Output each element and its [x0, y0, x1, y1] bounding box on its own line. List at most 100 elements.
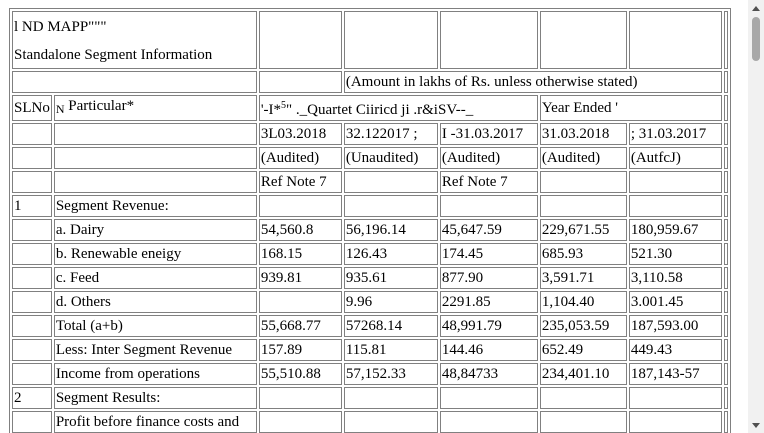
sl-no-cell: [12, 411, 52, 433]
value-cell: 174.45: [439, 243, 538, 265]
particular-cell: b. Renewable eneigy: [53, 243, 257, 265]
edge-cell: [723, 11, 728, 69]
value-cell: 57268.14: [343, 315, 438, 337]
value-cell: 55,510.88: [258, 363, 342, 385]
particular-cell: Total (a+b): [53, 315, 257, 337]
report-title-cell: l ND MAPP""" Standalone Segment Informat…: [12, 11, 257, 69]
amount-note: (Amount in lakhs of Rs. unless otherwise…: [343, 71, 722, 93]
amount-note-row: (Amount in lakhs of Rs. unless otherwise…: [12, 71, 728, 93]
edge-cell: [723, 95, 728, 121]
value-cell: 144.46: [439, 339, 538, 361]
sl-no-cell: [12, 243, 52, 265]
scroll-thumb[interactable]: [752, 17, 760, 61]
audit-cell: (Unaudited): [343, 147, 438, 169]
empty-cell: [12, 147, 52, 169]
particular-cell: c. Feed: [53, 267, 257, 289]
value-cell: 3,110.58: [628, 267, 722, 289]
value-cell: [439, 387, 538, 409]
report-subtitle: Standalone Segment Information: [14, 46, 213, 63]
particular-cell: d. Others: [53, 291, 257, 313]
value-cell: 235,053.59: [539, 315, 627, 337]
particular-cell: Profit before finance costs and: [53, 411, 257, 433]
segment-information-table: l ND MAPP""" Standalone Segment Informat…: [9, 8, 731, 433]
particular-prefix: N: [55, 102, 65, 116]
value-cell: [628, 195, 722, 217]
value-cell: [539, 411, 627, 433]
edge-cell: [723, 243, 728, 265]
quarter-header-part-b: " ._Quartet Ciiricd ji .r&iSV--_: [286, 102, 474, 118]
table-row: Less: Inter Segment Revenue 157.89 115.81 1…: [12, 339, 728, 361]
value-cell: 180,959.67: [628, 219, 722, 241]
sl-no-cell: [12, 363, 52, 385]
vertical-scrollbar[interactable]: [748, 0, 764, 433]
empty-cell: [628, 11, 722, 69]
value-cell: [439, 411, 538, 433]
empty-cell: [53, 147, 257, 169]
date-cell: I -31.03.2017: [439, 123, 538, 145]
empty-cell: [12, 171, 52, 193]
value-cell: 1,104.40: [539, 291, 627, 313]
value-cell: 45,647.59: [439, 219, 538, 241]
value-cell: [343, 387, 438, 409]
value-cell: 877.90: [439, 267, 538, 289]
value-cell: 55,668.77: [258, 315, 342, 337]
value-cell: [343, 411, 438, 433]
value-cell: 157.89: [258, 339, 342, 361]
value-cell: 126.43: [343, 243, 438, 265]
empty-cell: [439, 11, 538, 69]
sl-no-cell: [12, 291, 52, 313]
empty-cell: [258, 11, 342, 69]
sl-no-cell: [12, 339, 52, 361]
particular-cell: a. Dairy: [53, 219, 257, 241]
empty-cell: [53, 171, 257, 193]
table-row: Income from operations 55,510.88 57,152.33…: [12, 363, 728, 385]
particular-cell: Segment Revenue:: [53, 195, 257, 217]
value-cell: 48,991.79: [439, 315, 538, 337]
value-cell: [258, 411, 342, 433]
value-cell: 2291.85: [439, 291, 538, 313]
empty-cell: [539, 11, 627, 69]
date-row: 3L03.2018 32.122017 ; I -31.03.2017 31.0…: [12, 123, 728, 145]
document-viewport: l ND MAPP""" Standalone Segment Informat…: [9, 8, 731, 433]
empty-cell: [53, 123, 257, 145]
value-cell: 3,591.71: [539, 267, 627, 289]
particular-cell: Income from operations: [53, 363, 257, 385]
value-cell: 234,401.10: [539, 363, 627, 385]
particular-cell: Segment Results:: [53, 387, 257, 409]
scroll-down-arrow-icon[interactable]: [748, 417, 764, 433]
sl-no-cell: [12, 267, 52, 289]
value-cell: [628, 387, 722, 409]
table-row: b. Renewable eneigy 168.15 126.43 174.45 685…: [12, 243, 728, 265]
sl-no-cell: 1: [12, 195, 52, 217]
scroll-up-arrow-icon[interactable]: [748, 0, 764, 16]
table-row: c. Feed 939.81 935.61 877.90 3,591.71 3,110.5…: [12, 267, 728, 289]
edge-cell: [723, 123, 728, 145]
value-cell: 521.30: [628, 243, 722, 265]
value-cell: 229,671.55: [539, 219, 627, 241]
edge-cell: [723, 195, 728, 217]
audit-cell: (Audited): [539, 147, 627, 169]
ref-note-cell: Ref Note 7: [258, 171, 342, 193]
value-cell: [628, 411, 722, 433]
value-cell: [258, 387, 342, 409]
edge-cell: [723, 219, 728, 241]
ref-note-row: Ref Note 7 Ref Note 7: [12, 171, 728, 193]
value-cell: 57,152.33: [343, 363, 438, 385]
table-row: Total (a+b) 55,668.77 57268.14 48,991.79 235…: [12, 315, 728, 337]
value-cell: 685.93: [539, 243, 627, 265]
particular-cell: Less: Inter Segment Revenue: [53, 339, 257, 361]
particular-label: Particular*: [64, 98, 135, 114]
table-row: d. Others 9.96 2291.85 1,104.40 3.001.45: [12, 291, 728, 313]
sl-no-cell: [12, 315, 52, 337]
edge-cell: [723, 387, 728, 409]
value-cell: [258, 195, 342, 217]
value-cell: 449.43: [628, 339, 722, 361]
audit-cell: (Audited): [439, 147, 538, 169]
value-cell: 54,560.8: [258, 219, 342, 241]
table-row: Profit before finance costs and: [12, 411, 728, 433]
value-cell: 187,593.00: [628, 315, 722, 337]
particular-header: N Particular*: [53, 95, 257, 121]
edge-cell: [723, 291, 728, 313]
value-cell: 115.81: [343, 339, 438, 361]
slno-header: SLNo: [12, 95, 52, 121]
